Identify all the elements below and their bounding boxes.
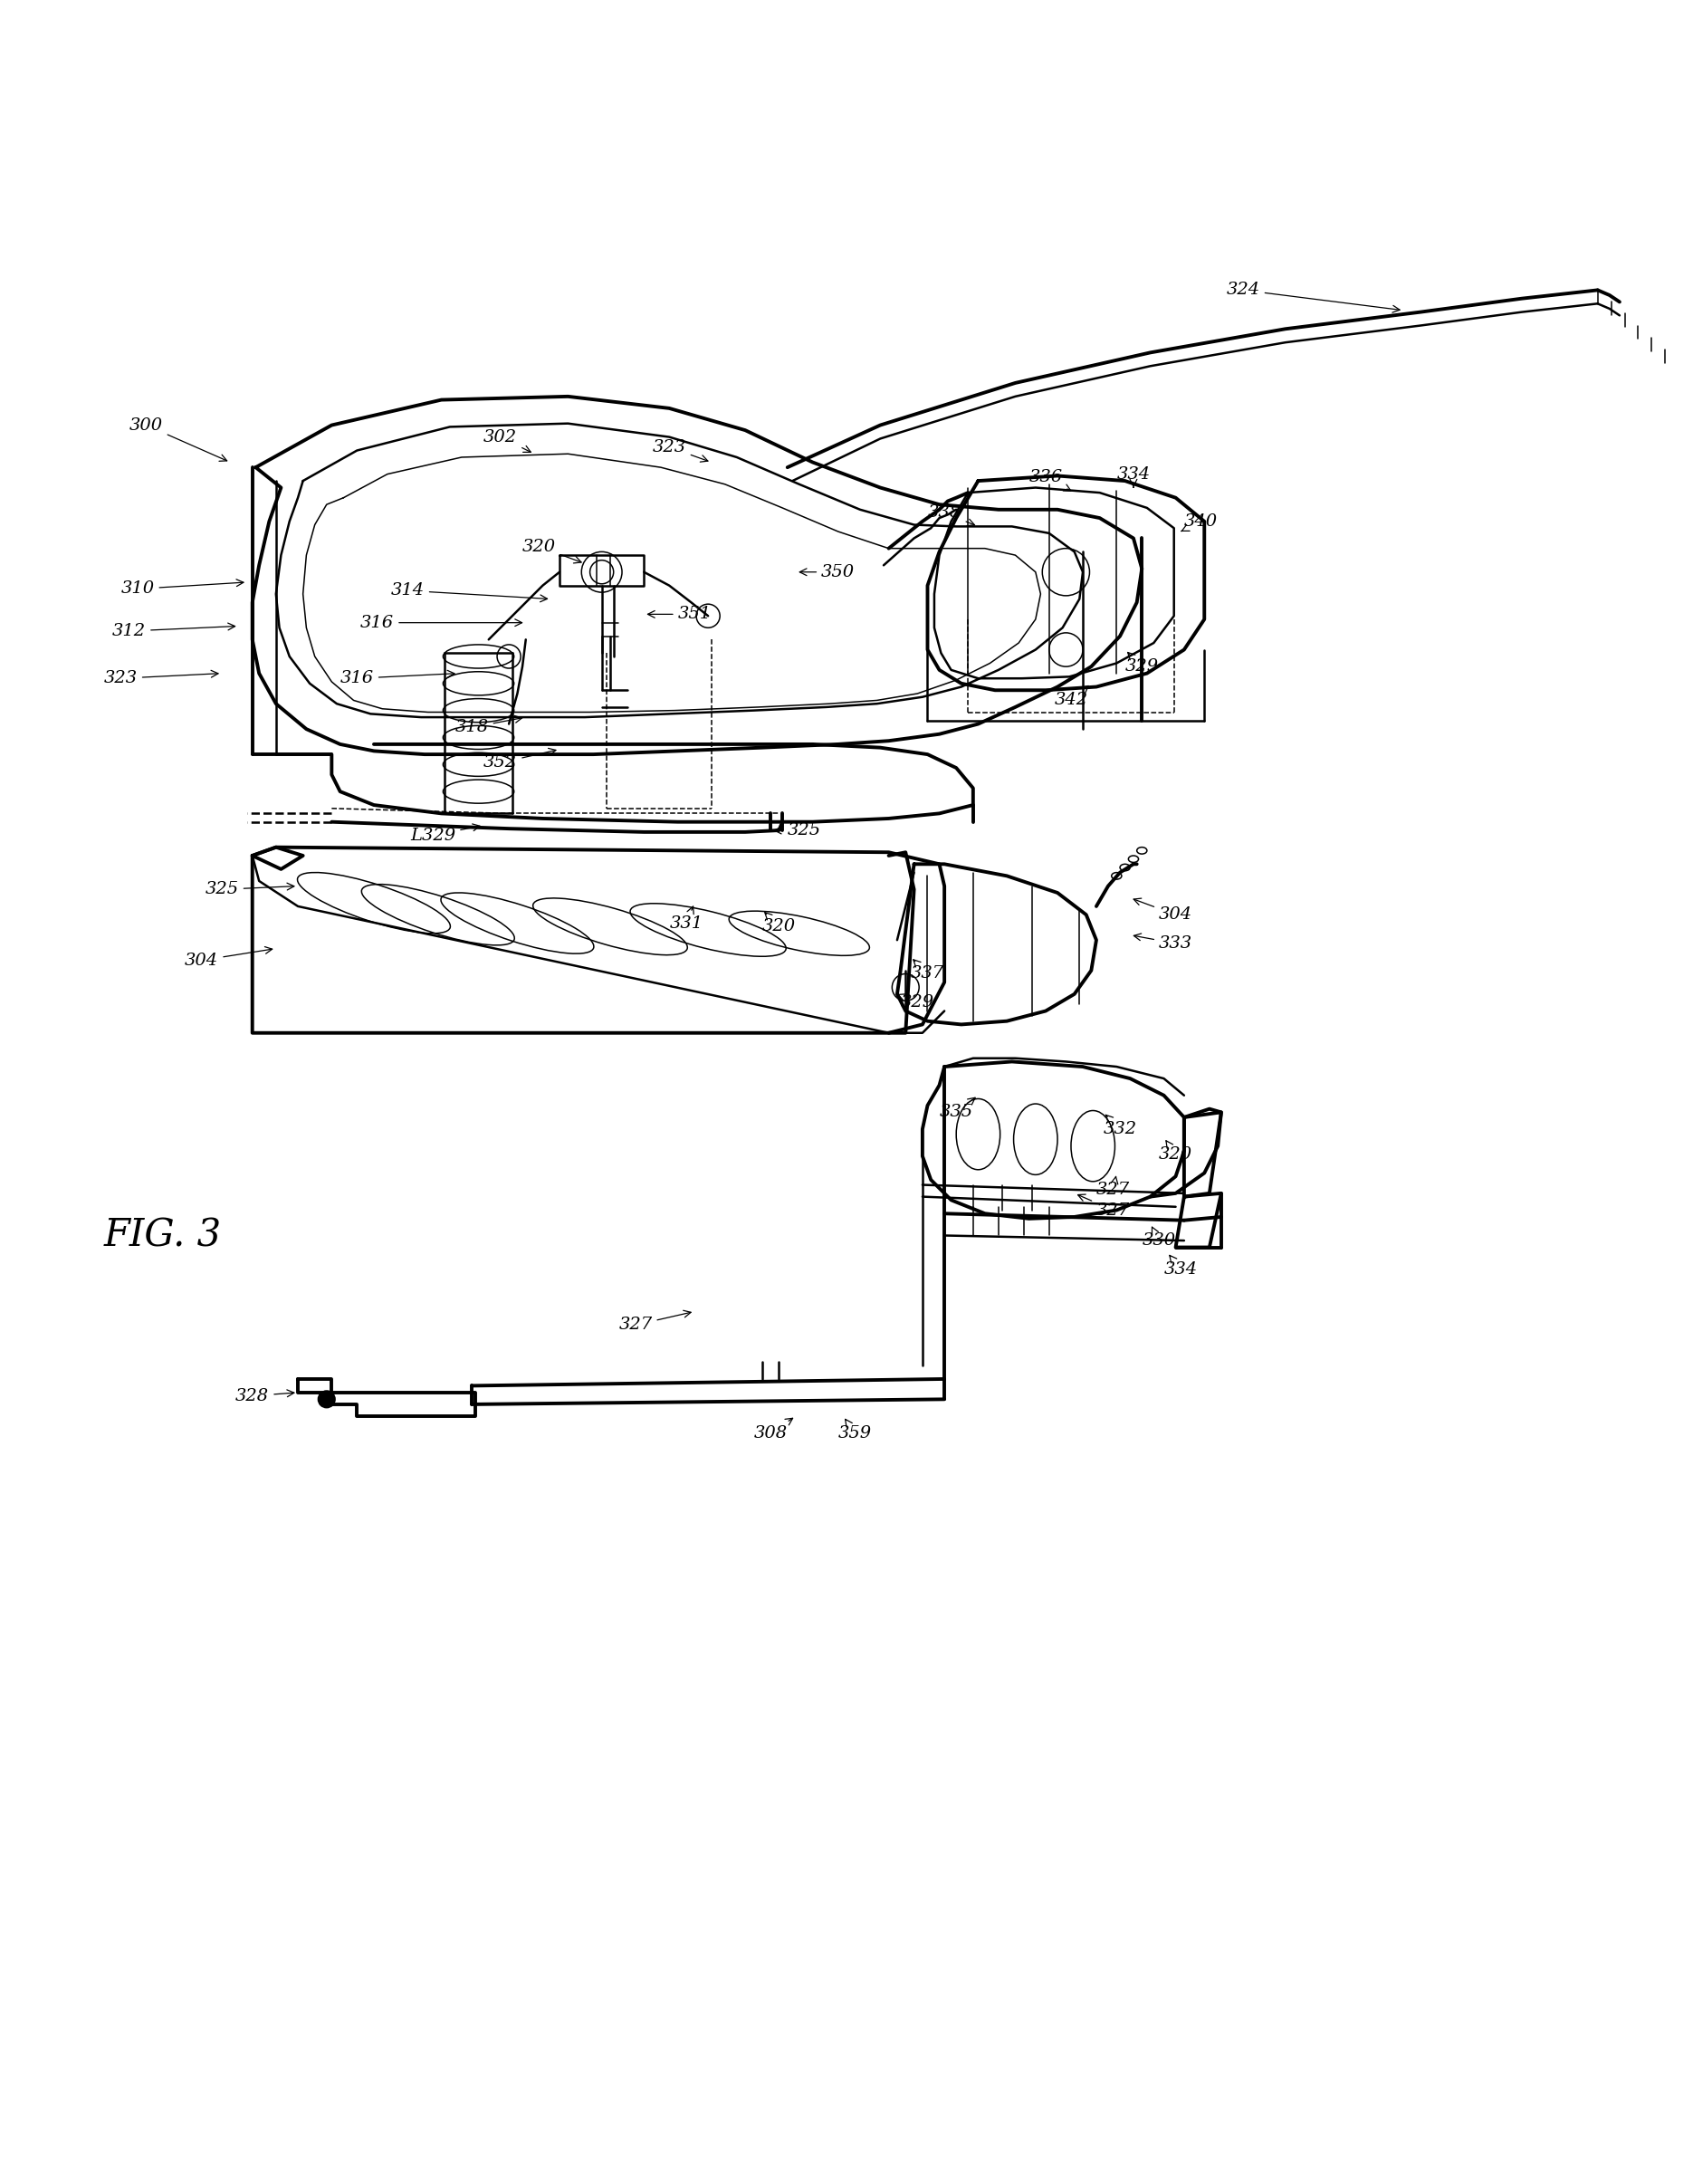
Text: 304: 304	[185, 946, 273, 968]
Text: 329: 329	[1126, 653, 1158, 675]
Text: 323: 323	[652, 439, 708, 463]
Text: 329: 329	[897, 994, 935, 1011]
Text: 325: 325	[205, 882, 295, 898]
Text: 302: 302	[484, 428, 532, 452]
Text: 330: 330	[1143, 1227, 1175, 1249]
Text: 359: 359	[838, 1420, 872, 1441]
Text: 332: 332	[1104, 1116, 1136, 1138]
Text: 340: 340	[1182, 513, 1217, 531]
Text: 304: 304	[1134, 898, 1192, 924]
Text: 310: 310	[120, 579, 244, 596]
Text: 316: 316	[361, 614, 521, 631]
Text: 318: 318	[455, 716, 521, 736]
Text: 327: 327	[1097, 1177, 1129, 1199]
Text: 337: 337	[911, 959, 945, 983]
Text: 324: 324	[1226, 282, 1400, 312]
Text: 338: 338	[928, 505, 975, 526]
Text: 320: 320	[523, 539, 581, 563]
Text: 308: 308	[753, 1417, 792, 1441]
Text: L329: L329	[410, 823, 479, 843]
Text: 350: 350	[799, 563, 855, 581]
Text: 314: 314	[391, 583, 547, 603]
Text: 333: 333	[1134, 933, 1192, 952]
Text: 352: 352	[484, 749, 555, 771]
Text: 327: 327	[1078, 1195, 1129, 1219]
Text: 351: 351	[648, 607, 711, 622]
Text: 334: 334	[1163, 1256, 1197, 1278]
Text: 327: 327	[618, 1310, 691, 1332]
Text: 331: 331	[669, 906, 703, 930]
Text: 320: 320	[762, 913, 796, 935]
Text: 335: 335	[940, 1099, 975, 1120]
Text: 328: 328	[235, 1387, 295, 1404]
Text: 336: 336	[1029, 470, 1072, 491]
Text: FIG. 3: FIG. 3	[103, 1216, 222, 1254]
Text: 300: 300	[129, 417, 227, 461]
Text: 325: 325	[774, 821, 821, 839]
Circle shape	[318, 1391, 335, 1409]
Text: 312: 312	[112, 622, 235, 640]
Text: 334: 334	[1117, 465, 1150, 487]
Text: 342: 342	[1055, 686, 1089, 708]
Text: 320: 320	[1158, 1140, 1192, 1162]
Text: 323: 323	[103, 670, 218, 686]
Text: 316: 316	[340, 670, 454, 686]
